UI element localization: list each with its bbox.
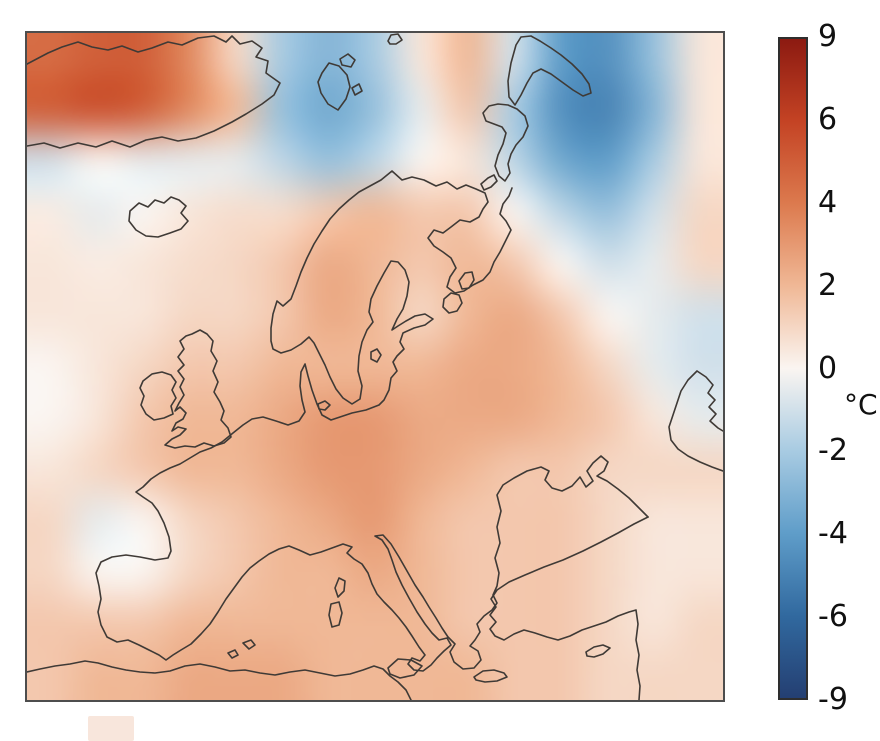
island-cyprus [585,644,611,658]
coastline-greenland [27,35,281,149]
colorbar-gradient [778,37,808,700]
colorbar-tick-label: -4 [818,516,848,552]
colorbar-tick-label: 4 [818,184,838,220]
islands-danish [317,400,331,411]
coastline-anatolia-levant [489,516,649,700]
coastline-novaya-zemlya [480,35,592,191]
colorbar-unit-label: °C [844,387,878,421]
coastlines-overlay [27,33,723,700]
coastline-ireland [139,371,177,421]
island-sicily [387,658,423,679]
colorbar-tick-label: -6 [818,598,848,634]
colorbar-tick-label: 2 [818,267,838,303]
map-panel [25,31,725,702]
colorbar-tick-label: 6 [818,101,838,137]
coastline-svalbard [317,53,363,111]
coastline-caspian [668,370,723,472]
coastline-iceland [128,196,189,238]
edge-artifact [88,716,134,741]
coastline-great-britain [164,329,232,449]
coastline-arctic-islet [387,33,403,45]
coastline-eurasia-mainland [95,170,649,672]
colorbar: 9 6 4 2 0 -2 -4 -6 -9 °C [778,19,878,717]
coastline-north-africa [27,660,412,700]
island-gotland [370,348,382,363]
colorbar-tick-label: 0 [818,350,838,386]
island-crete [473,669,508,683]
colorbar-tick-label: 9 [818,18,838,54]
lakes-ladoga-onega [442,271,475,314]
colorbar-tick-label: -2 [818,433,848,469]
islands-balearic [227,639,256,659]
islands-corsica-sardinia [328,577,346,628]
colorbar-tick-label: -9 [818,681,848,717]
